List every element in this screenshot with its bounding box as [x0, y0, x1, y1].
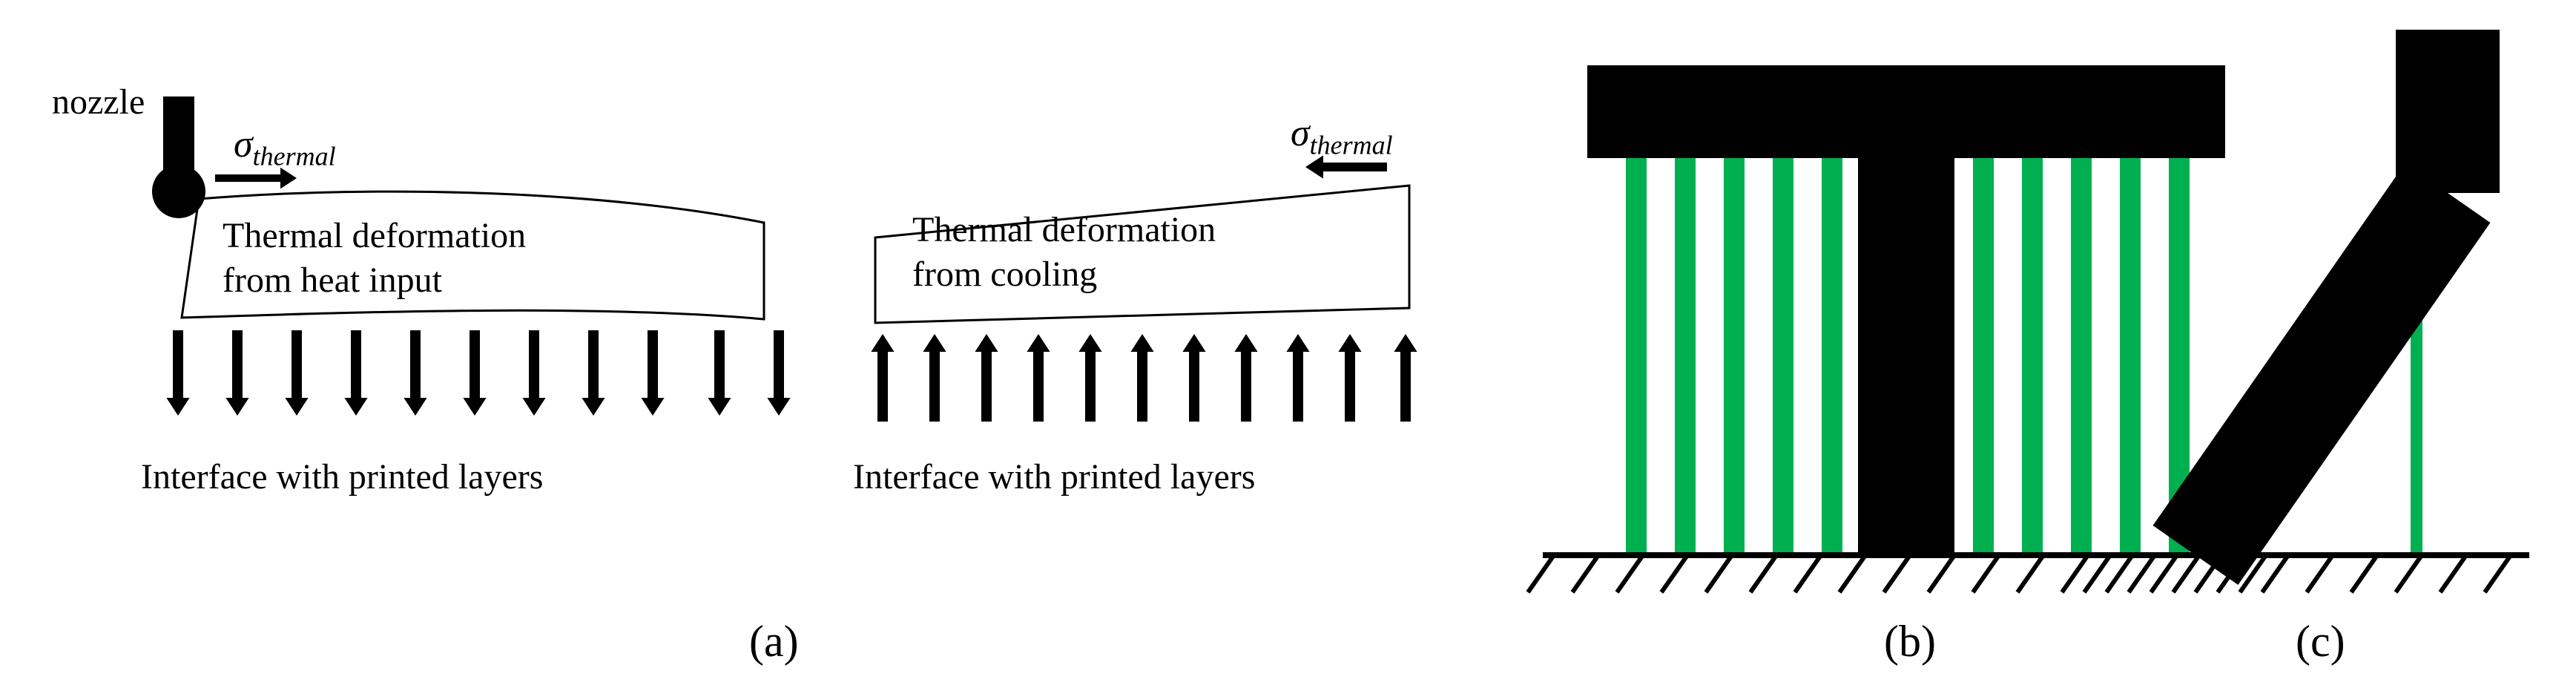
vector-canvas [0, 0, 2576, 691]
figure-stage: nozzle σthermal Thermal deformation from… [0, 0, 2576, 691]
